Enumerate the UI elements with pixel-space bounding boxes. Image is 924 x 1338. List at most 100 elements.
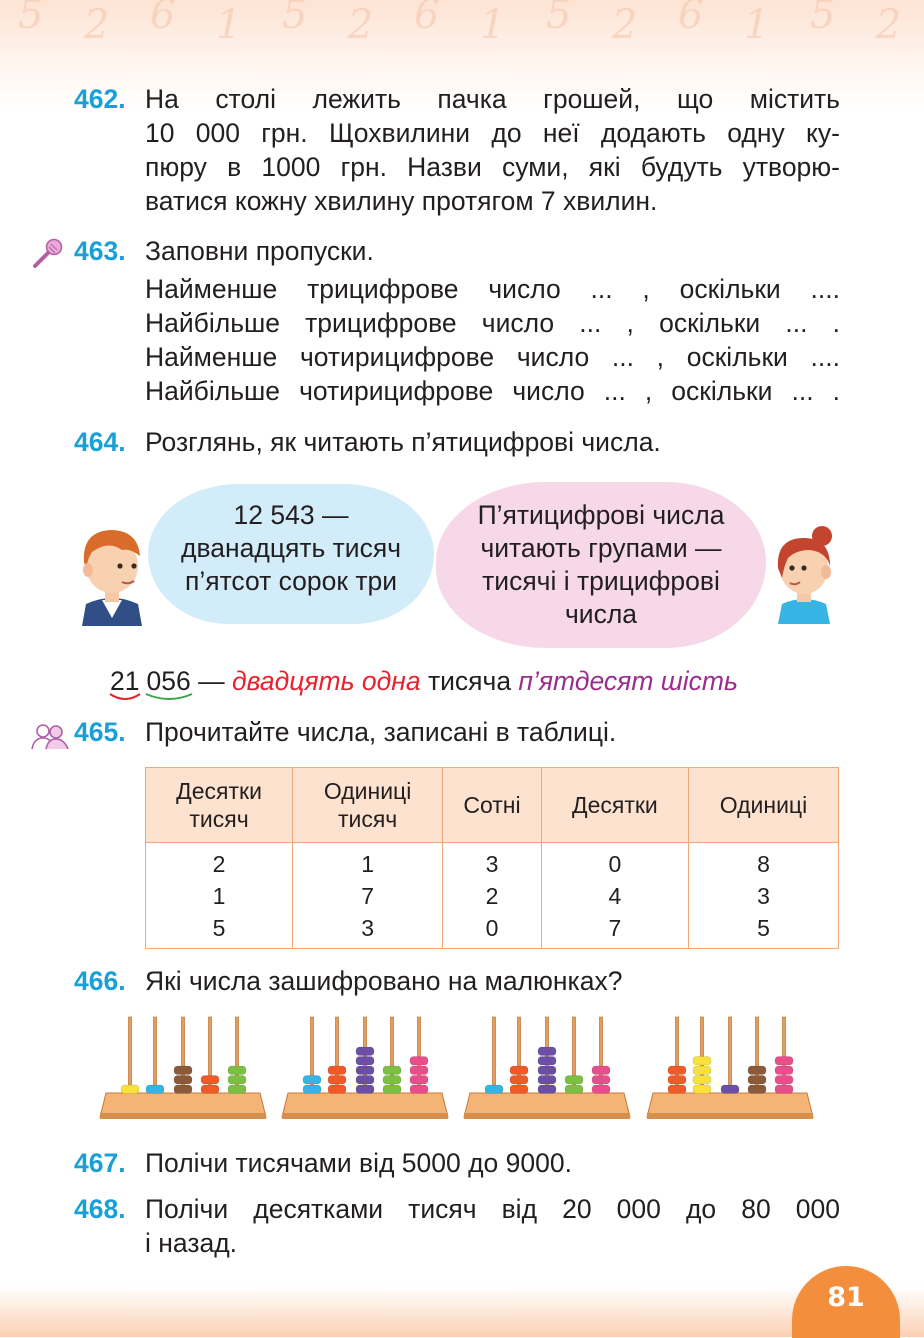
abacus-bead (564, 1084, 584, 1094)
header-line: тисяч (189, 806, 249, 832)
abacus-bead (302, 1075, 322, 1085)
abacus-bead (200, 1084, 220, 1094)
cell-digit: 7 (608, 914, 622, 941)
abacus-base-edge (100, 1113, 266, 1119)
exercise-title: Прочитайте числа, записані в таблиці. (145, 715, 840, 749)
decor-digit: 6 (414, 0, 440, 38)
decor-digit: 1 (216, 2, 242, 48)
abacus-bead (355, 1084, 375, 1094)
abacus-bead (120, 1084, 140, 1094)
abacus-bead (355, 1056, 375, 1066)
abacus-bead (409, 1075, 429, 1085)
abacus-bead (355, 1075, 375, 1085)
abacus-bead (327, 1075, 347, 1085)
exercise-title-text: Які числа зашифровано на малюнках? (145, 966, 623, 996)
abacus-bead (382, 1075, 402, 1085)
exercise-title: Розглянь, як читають п’ятицифрові числа. (145, 425, 840, 459)
text-line: Найбільше трицифрове число ... , оскільк… (145, 308, 840, 338)
page-header-band (0, 0, 924, 110)
exercise-text: Полічи тисячами від 5000 до 9000. (145, 1146, 840, 1180)
abacus-bead (355, 1046, 375, 1056)
page-footer-band (0, 1286, 924, 1337)
abacus-bead (200, 1075, 220, 1085)
abacus-bead (145, 1084, 165, 1094)
cell-digit: 4 (608, 882, 622, 909)
exercise-title-text: Розглянь, як читають п’ятицифрові числа. (145, 427, 661, 457)
text-line: Найменше трицифрове число ... , оскільки… (145, 274, 840, 304)
abacus-bead (667, 1084, 687, 1094)
header-line: Сотні (463, 792, 521, 818)
exercise-number: 467. (74, 1148, 126, 1178)
speech-bubble-girl: П’ятицифрові числа читають групами — тис… (436, 482, 766, 648)
abacus-bead (227, 1075, 247, 1085)
abacus-bead (355, 1065, 375, 1075)
thousand-word: тисяча (420, 666, 519, 696)
header-units: Одиниці (687, 767, 840, 843)
header-thousands: Одиниці тисяч (292, 767, 444, 843)
abacus-base-edge (282, 1113, 448, 1119)
text-line: На столі лежить пачка грошей, що містить (145, 84, 840, 114)
abacus-4 (646, 1016, 814, 1119)
exercise-title-text: Прочитайте числа, записані в таблиці. (145, 717, 617, 747)
abacus-base-edge (464, 1113, 630, 1119)
cell-digit: 0 (608, 850, 622, 877)
header-line: тисяч (337, 806, 398, 832)
header-line: Одиниці (719, 792, 808, 818)
pair-work-icon (31, 724, 69, 750)
units-group: 056 (146, 664, 193, 700)
abacus-bead (509, 1065, 529, 1075)
abacus-bead (774, 1084, 794, 1094)
bubble-line: 12 543 — (233, 500, 349, 530)
abacus-rod (492, 1016, 496, 1094)
text-line: Полічи тисячами від 5000 до 9000. (145, 1148, 572, 1178)
abacus-bead (484, 1084, 504, 1094)
exercise-number: 464. (74, 427, 126, 457)
abacus-rod (728, 1016, 732, 1094)
units-digits: 056 (146, 666, 191, 696)
abacus-bead (774, 1075, 794, 1085)
thousands-words: двадцять одна (231, 666, 421, 696)
cell-digit: 8 (757, 850, 770, 877)
exercise-text: На столі лежить пачка грошей, що містить… (145, 82, 840, 218)
abacus-bead (591, 1065, 611, 1075)
exercise-title: Заповни пропуски. (145, 236, 374, 266)
abacus-bead (227, 1084, 247, 1094)
table-cell: 0 4 7 (540, 842, 689, 949)
reading-example: 21 056 — двадцять одна тисяча п’ятдесят … (109, 664, 738, 700)
exercise-text: Заповни пропуски. Найменше трицифрове чи… (145, 234, 840, 408)
red-underline-arc (109, 693, 141, 700)
header-hundreds: Сотні (442, 767, 542, 843)
abacus-base-edge (647, 1113, 813, 1119)
header-line: Десятки (572, 792, 658, 818)
abacus-1 (99, 1016, 267, 1119)
exercise-text: Полічи десятками тисяч від 20 000 до 80 … (145, 1192, 840, 1260)
cell-digit: 0 (485, 914, 499, 941)
abacus-bead (173, 1084, 193, 1094)
abacus-bead (537, 1065, 557, 1075)
header-line: Десятки (176, 778, 262, 804)
abacus-bead (692, 1065, 712, 1075)
bubble-line: П’ятицифрові числа (477, 500, 725, 530)
abacus-bead (227, 1065, 247, 1075)
abacus-bead (720, 1084, 740, 1094)
abacus-rod (153, 1016, 157, 1094)
cell-digit: 3 (757, 882, 770, 909)
abacus-bead (382, 1084, 402, 1094)
text-line: Полічи десятками тисяч від 20 000 до 80 … (145, 1194, 840, 1224)
decor-digit: 1 (480, 2, 506, 48)
abacus-bead (409, 1065, 429, 1075)
decor-digit: 2 (612, 2, 638, 48)
table-cell: 8 3 5 (687, 842, 840, 949)
abacus-bead (747, 1065, 767, 1075)
abacus-bead (692, 1056, 712, 1066)
abacus-bead (409, 1084, 429, 1094)
exercise-number: 465. (74, 717, 126, 747)
abacus-bead (747, 1075, 767, 1085)
bubble-line: дванадцять тисяч (181, 533, 401, 563)
header-line: Одиниці (323, 778, 412, 804)
bubble-line: числа (564, 599, 638, 629)
thousands-group: 21 (109, 664, 141, 700)
decorative-digits: 5 2 6 1 5 2 6 1 5 2 6 1 5 2 (0, 0, 924, 70)
text-line: Найбільше чотирицифрове число ... , оскі… (145, 376, 840, 406)
text-line: 10 000 грн. Щохвилини до неї додають одн… (145, 118, 840, 148)
